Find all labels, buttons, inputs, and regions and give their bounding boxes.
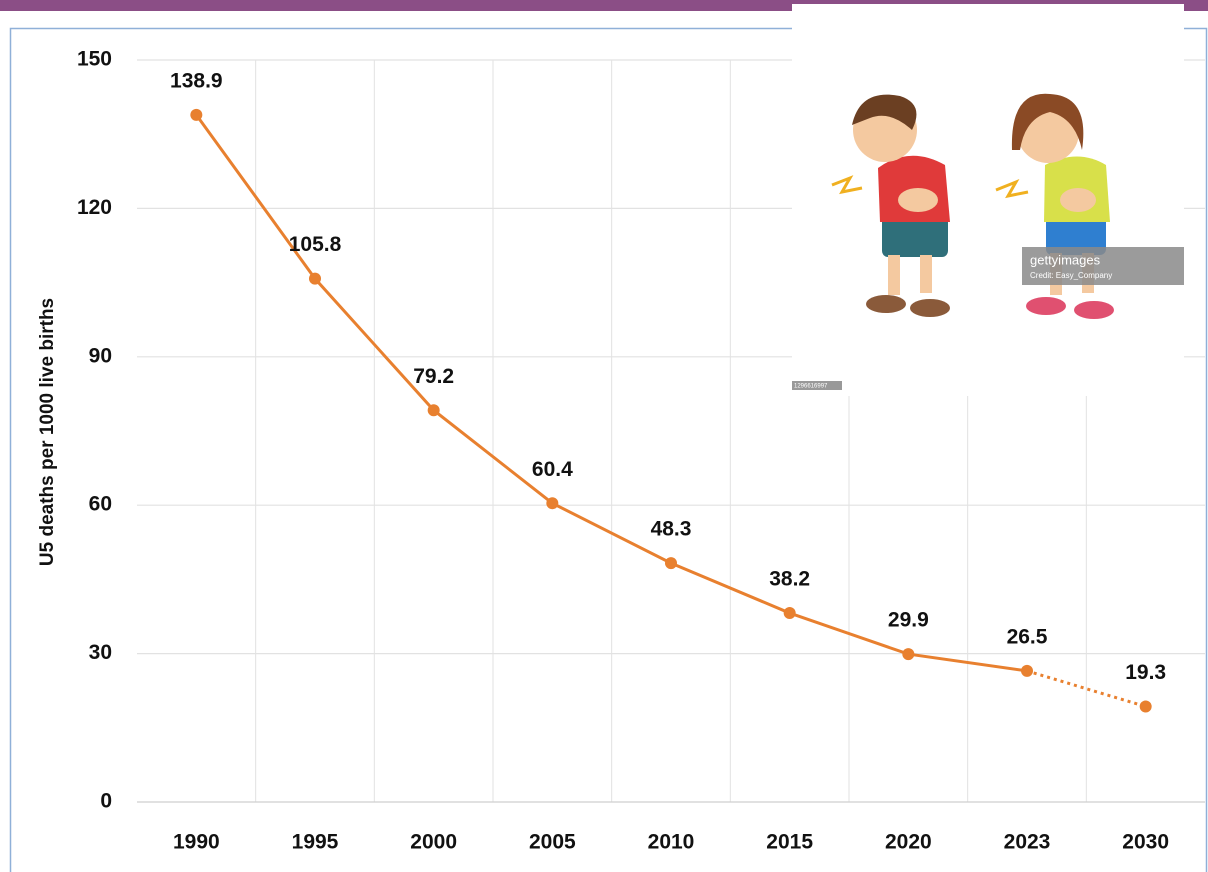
hands (898, 188, 938, 212)
y-tick-label: 150 (77, 48, 112, 71)
point (1139, 700, 1152, 713)
id-box (792, 381, 842, 390)
hands (1060, 188, 1096, 212)
plot-area: 0 30 60 90 120 150 1990 1995 2000 2005 2010 2015 202… (77, 48, 1205, 854)
top-bar (0, 0, 1208, 11)
point (665, 557, 677, 570)
data-label: 38.2 (769, 568, 810, 591)
data-label: 138.9 (170, 69, 223, 92)
girl (995, 93, 1114, 319)
x-tick-label: 1995 (292, 831, 339, 854)
hair (1011, 93, 1084, 150)
y-tick-label: 30 (89, 641, 112, 664)
x-tick-label: 2020 (885, 831, 932, 854)
point (1021, 664, 1033, 677)
x-tick-label: 2010 (648, 831, 695, 854)
shoe (866, 295, 906, 313)
image-id: 1296616997 (794, 384, 828, 390)
point (546, 497, 559, 510)
watermark: gettyimages (1030, 252, 1101, 267)
y-tick-label: 60 (89, 493, 112, 516)
x-tick-label: 2005 (529, 831, 576, 854)
point (902, 648, 915, 661)
point (783, 607, 796, 620)
inset-image: gettyimages Credit: Easy_Company 1296616… (792, 4, 1184, 396)
data-label: 79.2 (413, 365, 454, 388)
shoe (1074, 301, 1114, 319)
x-tick-label: 2015 (766, 831, 813, 854)
boy (831, 94, 950, 317)
y-axis-label: U5 deaths per 1000 live births (37, 298, 58, 566)
shorts (882, 215, 948, 257)
leg (888, 255, 900, 295)
pain-mark (995, 179, 1029, 199)
y-tick-label: 90 (89, 344, 112, 367)
watermark-box (1022, 247, 1184, 285)
point (309, 272, 321, 285)
data-label: 105.8 (289, 233, 342, 256)
y-tick-label: 0 (100, 790, 112, 813)
line (195, 114, 1028, 673)
leg (920, 255, 932, 293)
shoe (910, 299, 950, 317)
pain-mark (831, 175, 863, 195)
shoe (1026, 297, 1066, 315)
data-label: 19.3 (1125, 661, 1166, 684)
data-label: 26.5 (1007, 625, 1048, 648)
image-credit: Credit: Easy_Company (1030, 271, 1112, 280)
point (190, 108, 203, 121)
shorts (1046, 215, 1106, 255)
inset-background (792, 4, 1184, 396)
data-label: 29.9 (888, 609, 929, 632)
y-tick-label: 120 (77, 196, 112, 219)
x-tick-label: 2030 (1122, 831, 1169, 854)
data-label: 48.3 (651, 518, 692, 541)
x-tick-label: 1990 (173, 831, 220, 854)
x-tick-label: 2023 (1004, 831, 1051, 854)
x-tick-label: 2000 (410, 831, 457, 854)
hair (852, 94, 917, 130)
point (427, 404, 440, 417)
data-label: 60.4 (532, 458, 573, 481)
